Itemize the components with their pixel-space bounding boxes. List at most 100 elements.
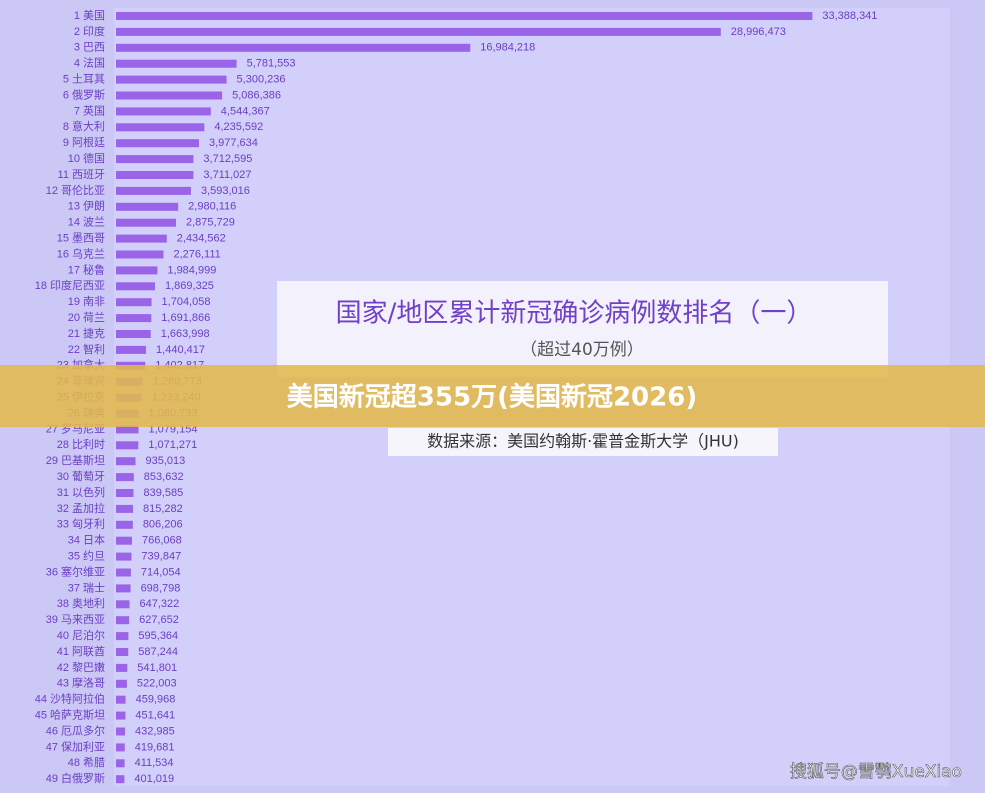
category-label: 5 土耳其	[63, 73, 105, 86]
value-label: 714,054	[141, 566, 181, 578]
bar	[116, 520, 133, 529]
value-label: 935,013	[146, 455, 186, 467]
category-label: 46 厄瓜多尔	[46, 723, 105, 737]
value-label: 2,434,562	[177, 233, 226, 245]
bar	[116, 139, 199, 148]
value-label: 459,968	[136, 694, 176, 706]
value-label: 541,801	[137, 662, 177, 674]
value-label: 1,440,417	[156, 344, 205, 356]
bar	[116, 473, 134, 482]
value-label: 28,996,473	[731, 26, 786, 38]
bar	[116, 584, 131, 593]
category-label: 41 阿联酋	[57, 644, 105, 658]
value-label: 853,632	[144, 471, 184, 483]
category-label: 42 黎巴嫩	[57, 660, 105, 674]
category-label: 19 南非	[68, 295, 105, 308]
value-label: 587,244	[138, 646, 178, 658]
category-label: 9 阿根廷	[63, 135, 105, 149]
category-label: 12 哥伦比亚	[46, 183, 105, 197]
value-label: 522,003	[137, 678, 177, 690]
category-label: 35 约旦	[68, 550, 105, 563]
value-label: 1,869,325	[165, 280, 214, 292]
value-label: 1,704,058	[162, 296, 211, 308]
bar	[116, 107, 211, 116]
category-label: 6 俄罗斯	[63, 88, 105, 101]
category-label: 7 英国	[74, 103, 105, 117]
value-label: 627,652	[139, 614, 179, 626]
bar	[116, 250, 164, 259]
bar	[116, 568, 131, 577]
bar	[116, 171, 194, 179]
bar	[116, 600, 130, 609]
banner-text: 美国新冠超355万(美国新冠2026)	[287, 382, 697, 413]
value-label: 419,681	[135, 741, 175, 753]
category-label: 32 孟加拉	[57, 501, 105, 515]
value-label: 1,663,998	[161, 328, 210, 340]
category-label: 13 伊朗	[68, 200, 105, 213]
value-label: 1,071,271	[148, 439, 197, 451]
value-label: 2,875,729	[186, 217, 235, 229]
category-label: 11 西班牙	[58, 168, 105, 181]
watermark: 搜狐号@雪鹗XueXiao	[790, 762, 962, 782]
bar	[116, 155, 194, 164]
bar	[116, 775, 125, 784]
bar	[116, 504, 134, 513]
banner	[0, 365, 985, 427]
bar	[116, 679, 127, 688]
value-label: 3,593,016	[201, 185, 250, 197]
bar	[116, 75, 227, 84]
bar	[116, 536, 132, 545]
value-label: 432,985	[135, 725, 175, 737]
category-label: 43 摩洛哥	[57, 676, 105, 690]
category-label: 2 印度	[74, 24, 105, 38]
value-label: 2,276,111	[173, 248, 220, 260]
bar	[116, 648, 129, 656]
category-label: 15 墨西哥	[57, 232, 105, 245]
category-label: 18 印度尼西亚	[35, 278, 105, 292]
bar	[116, 298, 152, 307]
value-label: 5,300,236	[237, 74, 286, 86]
category-label: 4 法国	[74, 56, 105, 70]
bar	[116, 266, 158, 275]
value-label: 595,364	[138, 630, 178, 642]
category-label: 16 乌克兰	[57, 246, 105, 260]
value-label: 647,322	[140, 598, 180, 610]
value-label: 4,544,367	[221, 105, 270, 117]
bar	[116, 59, 237, 68]
category-label: 31 以色列	[57, 485, 105, 499]
value-label: 411,534	[135, 757, 174, 769]
bar	[116, 743, 125, 752]
category-label: 14 波兰	[68, 216, 105, 229]
bar	[116, 616, 130, 625]
bar	[116, 282, 155, 291]
value-label: 1,691,866	[161, 312, 210, 324]
category-label: 44 沙特阿拉伯	[35, 692, 105, 706]
chart-subtitle: （超过40万例）	[520, 340, 644, 360]
category-label: 8 意大利	[63, 119, 105, 133]
bar	[116, 759, 125, 768]
bar	[116, 457, 136, 466]
category-label: 33 匈牙利	[57, 517, 105, 531]
category-label: 21 捷克	[68, 326, 105, 340]
bar	[116, 218, 176, 227]
chart-title: 国家/地区累计新冠确诊病例数排名（一）	[336, 299, 813, 329]
category-label: 30 葡萄牙	[57, 470, 105, 483]
category-label: 3 巴西	[74, 42, 105, 54]
bar	[116, 186, 191, 195]
bar	[116, 91, 223, 100]
value-label: 3,712,595	[203, 153, 252, 165]
value-label: 698,798	[141, 582, 181, 594]
category-label: 36 塞尔维亚	[46, 564, 105, 578]
bars: 1 美国 33,388,341 2 印度 28,996,473 3 巴西 16,984,2…	[35, 9, 878, 785]
bar	[116, 123, 205, 132]
category-label: 49 白俄罗斯	[46, 771, 105, 785]
bar	[116, 727, 126, 736]
value-label: 815,282	[143, 503, 183, 515]
value-label: 2,980,116	[188, 201, 236, 213]
value-label: 451,641	[135, 710, 175, 722]
category-label: 29 巴基斯坦	[46, 453, 105, 467]
category-label: 45 哈萨克斯坦	[35, 708, 105, 722]
value-label: 33,388,341	[822, 10, 877, 22]
bar	[116, 552, 132, 561]
